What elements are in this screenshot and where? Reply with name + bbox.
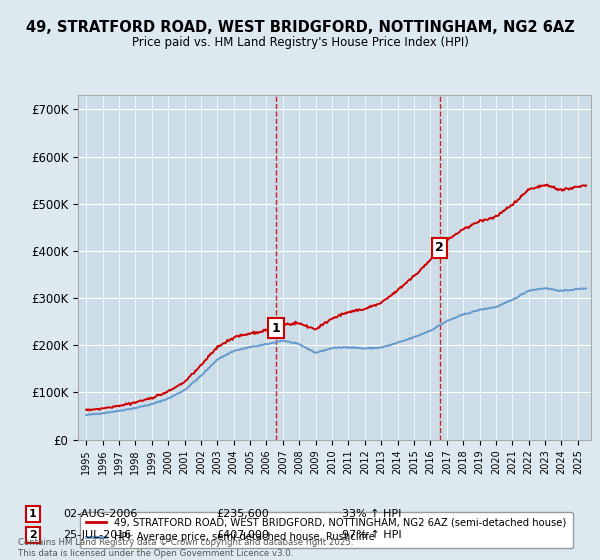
Text: 2: 2 xyxy=(435,241,444,254)
Text: 2: 2 xyxy=(29,530,37,540)
Text: Price paid vs. HM Land Registry's House Price Index (HPI): Price paid vs. HM Land Registry's House … xyxy=(131,36,469,49)
Text: £407,000: £407,000 xyxy=(216,530,269,540)
Legend: 49, STRATFORD ROAD, WEST BRIDGFORD, NOTTINGHAM, NG2 6AZ (semi-detached house), H: 49, STRATFORD ROAD, WEST BRIDGFORD, NOTT… xyxy=(80,512,572,548)
Text: 97% ↑ HPI: 97% ↑ HPI xyxy=(342,530,401,540)
Text: 1: 1 xyxy=(272,322,280,335)
Text: Contains HM Land Registry data © Crown copyright and database right 2025.
This d: Contains HM Land Registry data © Crown c… xyxy=(18,538,353,558)
Text: 33% ↑ HPI: 33% ↑ HPI xyxy=(342,509,401,519)
Text: 02-AUG-2006: 02-AUG-2006 xyxy=(63,509,137,519)
Text: 1: 1 xyxy=(29,509,37,519)
Text: 49, STRATFORD ROAD, WEST BRIDGFORD, NOTTINGHAM, NG2 6AZ: 49, STRATFORD ROAD, WEST BRIDGFORD, NOTT… xyxy=(26,20,574,35)
Text: 25-JUL-2016: 25-JUL-2016 xyxy=(63,530,131,540)
Text: £235,600: £235,600 xyxy=(216,509,269,519)
